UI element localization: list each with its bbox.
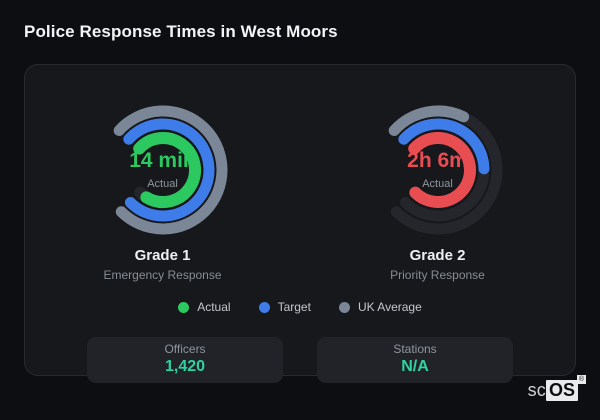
ring-fill-uk-average: [113, 105, 227, 235]
gauges-row: 14 min Actual Grade 1 Emergency Response…: [25, 65, 575, 282]
ring-fill-target: [397, 118, 489, 175]
page-title: Police Response Times in West Moors: [24, 22, 338, 41]
stat-box-officers: Officers 1,420: [87, 337, 283, 383]
legend-label-target: Target: [277, 300, 311, 314]
scos-logo-prefix: sc: [527, 380, 546, 400]
stat-value-officers: 1,420: [164, 358, 206, 375]
gauge-grade-2-title: Grade 2: [409, 247, 466, 264]
gauge-grade-1: 14 min Actual Grade 1 Emergency Response: [25, 65, 300, 282]
stat-box-stations: Stations N/A: [317, 337, 513, 383]
scos-logo-box: OS ®: [545, 375, 586, 401]
stat-label-stations: Stations: [393, 342, 437, 356]
legend-dot-actual: [178, 301, 190, 313]
gauge-grade-1-subtitle: Emergency Response: [103, 268, 222, 282]
legend-label-actual: Actual: [197, 300, 231, 314]
legend-item-target[interactable]: Target: [258, 300, 311, 314]
legend-item-uk-average[interactable]: UK Average: [338, 300, 422, 314]
legend-item-actual[interactable]: Actual: [178, 300, 231, 314]
dashboard-card: 14 min Actual Grade 1 Emergency Response…: [24, 64, 576, 383]
ring-fill-uk-average: [388, 105, 469, 137]
gauge-grade-1-title: Grade 1: [134, 247, 191, 264]
gauge-grade-1-figure: 14 min Actual: [88, 95, 238, 245]
registered-trademark-icon: ®: [577, 375, 586, 384]
legend: Actual Target UK Average: [25, 300, 575, 314]
gauge-grade-1-rings: [113, 105, 227, 235]
ring-fill-target: [122, 118, 214, 222]
legend-dot-target: [258, 301, 270, 313]
gauge-grade-2: 2h 6m Actual Grade 2 Priority Response: [300, 65, 575, 282]
gauge-grade-2-subtitle: Priority Response: [390, 268, 485, 282]
legend-label-uk-average: UK Average: [357, 300, 422, 314]
ring-fill-actual: [407, 132, 476, 208]
gauge-grade-2-figure: 2h 6m Actual: [363, 95, 513, 245]
stats-row: Officers 1,420 Stations N/A: [25, 337, 575, 383]
scos-logo-suffix: OS: [548, 380, 575, 400]
legend-dot-uk-average: [338, 301, 350, 313]
ring-fill-actual: [132, 132, 201, 208]
stat-label-officers: Officers: [164, 342, 206, 356]
gauge-grade-2-rings: [388, 105, 502, 235]
stat-value-stations: N/A: [401, 358, 429, 375]
scos-logo: sc OS ®: [527, 375, 586, 401]
